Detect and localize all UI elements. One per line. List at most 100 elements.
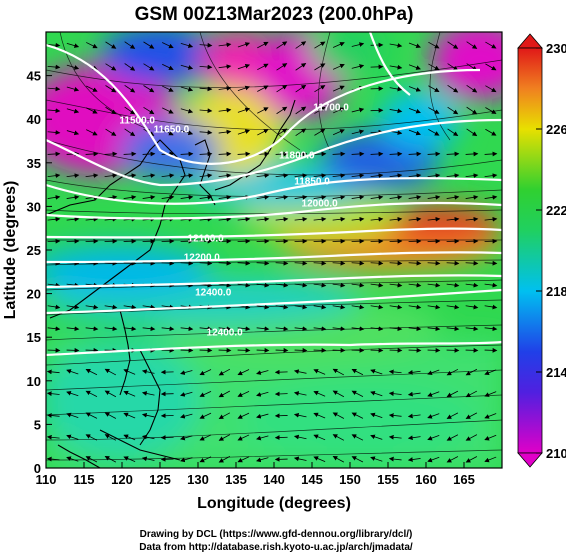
wind-arrow <box>104 151 118 157</box>
wind-arrow <box>180 435 193 441</box>
wind-arrow <box>141 369 155 375</box>
wind-arrow <box>66 390 79 397</box>
wind-arrow <box>388 434 402 440</box>
wind-arrow <box>465 390 478 398</box>
x-axis-title: Longitude (degrees) <box>197 495 351 512</box>
wind-arrow <box>275 151 289 157</box>
wind-arrow <box>446 173 460 179</box>
wind-arrow <box>446 282 460 288</box>
wind-arrow <box>485 63 497 71</box>
y-tick-label: 45 <box>27 69 41 84</box>
wind-arrow <box>218 195 232 200</box>
contour-label: 12400.0 <box>207 327 244 338</box>
wind-arrow <box>123 195 137 200</box>
wind-arrow <box>199 108 213 114</box>
wind-arrow <box>446 390 459 398</box>
wind-arrow <box>124 41 136 49</box>
wind-arrow <box>428 107 440 114</box>
wind-arrow <box>332 304 346 310</box>
wind-arrow <box>389 108 403 114</box>
wind-arrow <box>180 64 194 70</box>
wind-arrow <box>332 434 345 441</box>
colorbar-tick-label: 214 <box>546 365 566 380</box>
wind-arrow <box>295 41 307 49</box>
wind-arrow <box>46 391 60 397</box>
wind-arrow <box>237 63 251 70</box>
wind-arrow <box>47 195 61 200</box>
wind-arrow <box>484 216 498 222</box>
wind-arrow <box>104 326 118 332</box>
wind-arrow <box>351 64 365 69</box>
wind-arrow <box>180 43 194 48</box>
wind-arrow <box>427 326 441 332</box>
wind-arrow <box>104 412 117 419</box>
wind-arrow <box>408 86 421 92</box>
y-tick-label: 35 <box>27 156 41 171</box>
wind-arrow <box>162 85 174 92</box>
wind-arrow <box>313 412 326 419</box>
wind-arrow <box>408 282 422 288</box>
wind-arrow <box>46 456 60 462</box>
wind-arrow <box>485 41 497 49</box>
wind-arrow <box>47 42 61 48</box>
wind-arrow <box>199 390 212 397</box>
y-tick-label: 0 <box>34 461 41 476</box>
wind-arrow <box>256 391 269 397</box>
y-tick-label: 30 <box>27 199 41 214</box>
contour-label: 11500.0 <box>119 116 155 127</box>
wind-arrow <box>332 85 345 92</box>
wind-arrow <box>313 151 327 157</box>
wind-arrow <box>447 41 459 49</box>
wind-arrow <box>237 434 250 441</box>
wind-arrow <box>257 85 269 92</box>
wind-arrow <box>162 129 174 136</box>
wind-arrow <box>123 456 136 462</box>
wind-arrow <box>351 390 364 397</box>
x-tick-label: 160 <box>415 472 437 487</box>
wind-arrow <box>47 216 61 222</box>
wind-arrow <box>408 173 422 179</box>
wind-arrow <box>256 413 269 419</box>
wind-arrow <box>85 173 99 179</box>
wind-arrow <box>428 63 440 71</box>
wind-arrow <box>408 107 421 114</box>
wind-arrow <box>256 370 269 375</box>
wind-arrow <box>276 106 288 115</box>
wind-arrow <box>123 412 136 419</box>
wind-arrow <box>370 434 383 440</box>
wind-arrow <box>85 390 98 397</box>
wind-arrow <box>465 173 479 179</box>
wind-arrow <box>162 42 174 49</box>
wind-arrow <box>332 282 346 288</box>
wind-arrow <box>484 434 497 441</box>
wind-arrow <box>332 151 346 157</box>
wind-arrow <box>180 370 193 375</box>
wind-arrow <box>465 216 479 222</box>
wind-arrow <box>407 413 421 419</box>
wind-arrow <box>408 195 422 200</box>
wind-arrow <box>66 173 80 179</box>
wind-arrow <box>199 64 213 70</box>
wind-arrow <box>199 195 213 200</box>
wind-arrow <box>218 107 232 113</box>
x-tick-label: 140 <box>263 472 285 487</box>
wind-arrow <box>86 129 98 136</box>
wind-arrow <box>123 326 137 332</box>
wind-arrow <box>370 304 384 310</box>
wind-arrow <box>180 130 194 136</box>
wind-arrow <box>85 326 99 332</box>
wind-arrow <box>313 260 327 266</box>
wind-arrow <box>85 216 99 222</box>
wind-arrow <box>351 412 364 419</box>
wind-arrow <box>142 326 156 332</box>
wind-arrow <box>237 282 251 288</box>
wind-arrow <box>370 412 383 418</box>
wind-arrow <box>105 128 117 136</box>
contour-label: 12200.0 <box>184 252 221 263</box>
wind-arrow <box>141 456 155 462</box>
wind-arrow <box>484 369 497 376</box>
wind-arrow <box>141 391 155 396</box>
wind-arrow <box>313 304 327 310</box>
wind-arrow <box>428 85 440 92</box>
wind-arrow <box>446 434 459 441</box>
